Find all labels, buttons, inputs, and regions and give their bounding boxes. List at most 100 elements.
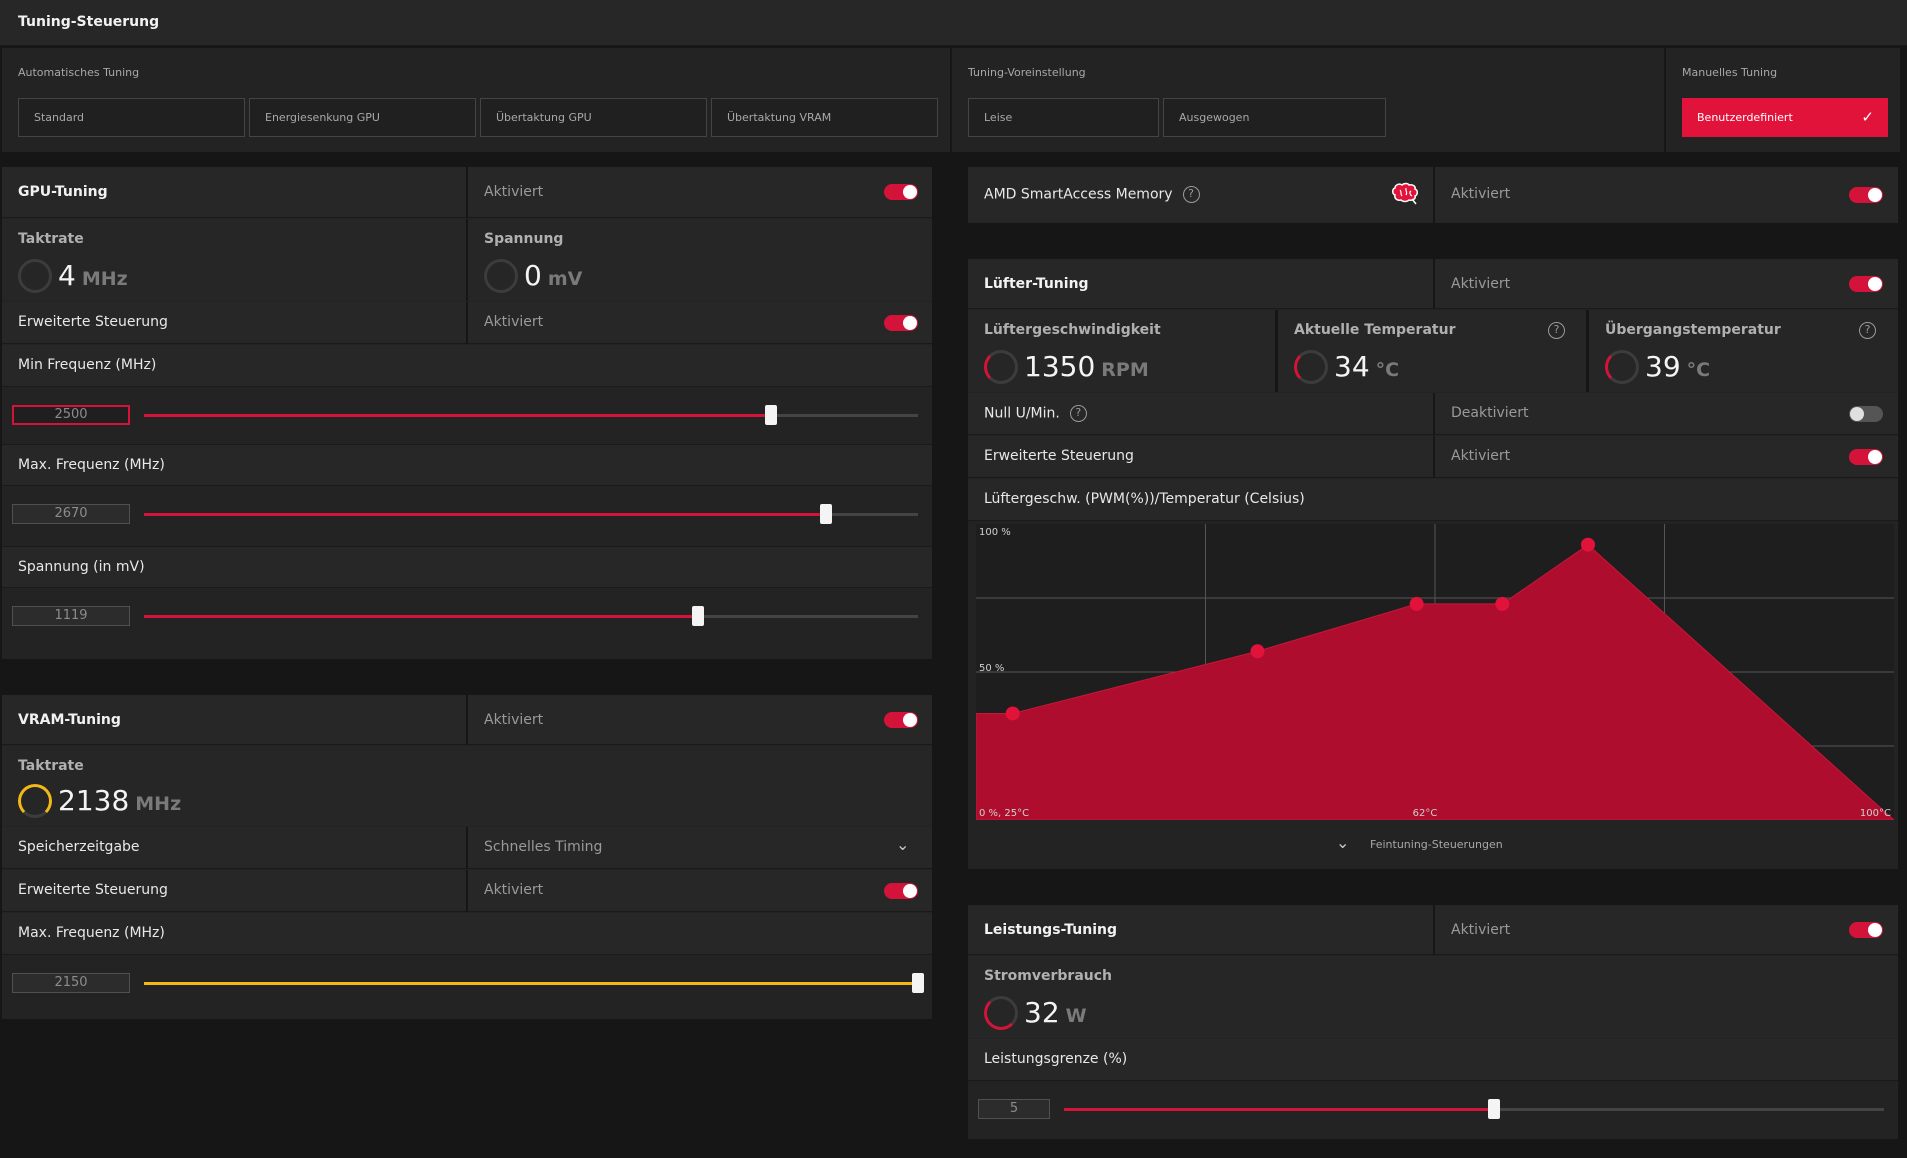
power-limit-input[interactable]: 5 [978,1099,1050,1119]
vram-clock-metric: Taktrate 2138 MHz [2,746,932,826]
help-icon[interactable]: ? [1182,186,1200,203]
vram-tuning-toggle[interactable] [884,712,918,728]
preset-power-save-button[interactable]: Energiesenkung GPU [249,98,476,137]
preset-quiet-button[interactable]: Leise [968,98,1159,137]
page-title: Tuning-Steuerung [18,14,160,30]
fan-advanced-row: Erweiterte Steuerung Aktiviert [968,436,1898,478]
fan-tuning-toggle[interactable] [1849,276,1883,292]
gpu-max-freq-thumb[interactable] [820,504,832,524]
power-limit-thumb[interactable] [1488,1099,1500,1119]
custom-tuning-button[interactable]: Benutzerdefiniert ✓ [1682,98,1888,137]
gpu-advanced-toggle[interactable] [884,315,918,331]
curve-point-2[interactable] [1409,596,1424,611]
power-limit-label: Leistungsgrenze (%) [984,1051,1128,1067]
junction-temp-value: 39 °C [1645,350,1711,383]
memory-timing-dropdown[interactable]: Schnelles Timing ⌄ [468,827,932,869]
vram-advanced-status: Aktiviert [484,882,544,898]
zero-rpm-status: Deaktiviert [1451,405,1529,421]
fan-tuning-header: Lüfter-Tuning Aktiviert [968,259,1898,309]
vram-clock-gauge-icon [18,784,52,818]
vram-max-freq-fill [144,982,918,985]
current-temp-gauge-icon [1294,350,1328,384]
zero-rpm-toggle[interactable] [1849,406,1883,422]
power-tuning-toggle[interactable] [1849,922,1883,938]
vram-clock-title: Taktrate [18,758,84,774]
header-bar: Tuning-Steuerung [0,0,1907,46]
fan-tuning-title: Lüfter-Tuning [984,276,1089,292]
smart-access-status: Aktiviert [1451,186,1511,202]
gpu-voltage-slider-label: Spannung (in mV) [18,559,145,575]
gpu-advanced-label: Erweiterte Steuerung [18,314,168,330]
auto-tuning-label: Automatisches Tuning [18,66,140,79]
curve-point-4[interactable] [1581,537,1595,552]
chevron-down-icon: ⌄ [896,835,910,854]
gpu-min-freq-thumb[interactable] [765,405,777,425]
fan-advanced-status: Aktiviert [1451,448,1511,464]
vram-max-freq-slider-row: 2150 [2,956,932,1011]
fan-advanced-toggle[interactable] [1849,449,1883,465]
power-tuning-header: Leistungs-Tuning Aktiviert [968,905,1898,955]
gpu-voltage-thumb[interactable] [692,606,704,626]
memory-timing-row: Speicherzeitgabe Schnelles Timing ⌄ [2,827,932,869]
gpu-min-freq-fill [144,414,771,417]
power-limit-header: Leistungsgrenze (%) [968,1039,1898,1081]
gpu-min-freq-input[interactable]: 2500 [12,405,130,425]
manual-tuning-section: Manuelles Tuning Benutzerdefiniert ✓ [1666,48,1900,152]
manual-tuning-label: Manuelles Tuning [1682,66,1778,79]
help-icon[interactable]: ? [1859,322,1876,339]
gpu-voltage-value: 0 mV [524,259,583,292]
fan-curve-header: Lüftergeschw. (PWM(%))/Temperatur (Celsi… [968,479,1898,521]
checkmark-icon: ✓ [1861,108,1874,126]
gpu-max-freq-input[interactable]: 2670 [12,504,130,524]
junction-temp-metric: Übergangstemperatur ? 39 °C [1589,310,1898,392]
tuning-preset-label: Tuning-Voreinstellung [968,66,1086,79]
fan-curve-chart[interactable]: 100 % 50 % 0 %, 25°C 62°C 100°C [976,524,1894,820]
vram-tuning-status: Aktiviert [484,712,544,728]
preset-gpu-overclock-button[interactable]: Übertaktung GPU [480,98,707,137]
power-tuning-panel: Leistungs-Tuning Aktiviert Stromverbrauc… [968,905,1898,1139]
vram-advanced-toggle[interactable] [884,883,918,899]
power-title: Stromverbrauch [984,968,1113,984]
x-axis-label-start: 0 %, 25°C [979,808,1029,819]
auto-tuning-section: Automatisches Tuning Standard Energiesen… [2,48,950,152]
gpu-tuning-status: Aktiviert [484,184,544,200]
power-gauge-icon [984,996,1018,1030]
junction-temp-title: Übergangstemperatur [1605,322,1781,338]
vram-max-freq-header: Max. Frequenz (MHz) [2,913,932,955]
gpu-max-freq-slider-row: 2670 [2,487,932,542]
gpu-max-freq-header: Max. Frequenz (MHz) [2,444,932,486]
zero-rpm-label: Null U/Min.? [984,405,1087,422]
vram-max-freq-label: Max. Frequenz (MHz) [18,925,165,941]
vram-max-freq-input[interactable]: 2150 [12,973,130,993]
help-icon[interactable]: ? [1548,322,1565,339]
preset-standard-button[interactable]: Standard [18,98,245,137]
tuning-preset-section: Tuning-Voreinstellung Leise Ausgewogen [952,48,1664,152]
vram-advanced-label: Erweiterte Steuerung [18,882,168,898]
curve-point-0[interactable] [1005,706,1020,721]
preset-vram-overclock-button[interactable]: Übertaktung VRAM [711,98,938,137]
preset-balanced-button[interactable]: Ausgewogen [1163,98,1386,137]
fan-speed-gauge-icon [984,350,1018,384]
gpu-voltage-slider-row: 1119 [2,589,932,644]
fan-speed-metric: Lüftergeschwindigkeit 1350 RPM [968,310,1275,392]
gpu-clock-title: Taktrate [18,231,84,247]
power-tuning-status: Aktiviert [1451,922,1511,938]
fan-speed-value: 1350 RPM [1024,350,1149,383]
gpu-clock-value: 4 MHz [58,259,128,292]
gpu-clock-metric: Taktrate 4 MHz [2,219,466,301]
gpu-tuning-toggle[interactable] [884,184,918,200]
curve-point-3[interactable] [1495,596,1510,611]
curve-point-1[interactable] [1250,644,1265,659]
smart-access-label: AMD SmartAccess Memory? [984,186,1200,203]
gpu-min-freq-slider-row: 2500 [2,388,932,443]
fine-tuning-expander[interactable]: ⌄ Feintuning-Steuerungen [968,825,1898,865]
gpu-voltage-input[interactable]: 1119 [12,606,130,626]
vram-max-freq-thumb[interactable] [912,973,924,993]
current-temp-value: 34 °C [1334,350,1400,383]
gpu-min-freq-label: Min Frequenz (MHz) [18,357,157,373]
x-axis-label-mid: 62°C [1413,808,1438,819]
help-icon[interactable]: ? [1069,405,1087,422]
gpu-voltage-gauge-icon [484,259,518,293]
smart-access-toggle[interactable] [1849,187,1883,203]
gpu-advanced-row: Erweiterte Steuerung Aktiviert [2,302,932,344]
